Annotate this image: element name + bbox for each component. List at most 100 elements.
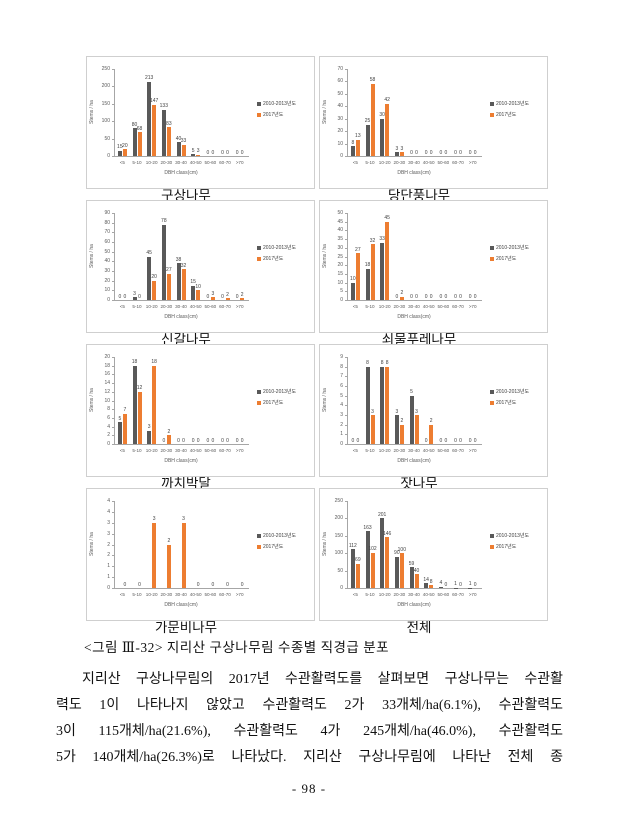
x-tick-label: 10-20 [378,448,391,453]
y-axis-line [114,357,115,444]
x-axis-line [347,444,482,445]
legend-label: 2010-2013년도 [496,389,530,395]
value-label-series2: 13 [355,133,361,140]
legend-label: 2017년도 [263,544,284,550]
y-tick-label: 50 [337,567,343,574]
y-tick-mark [345,213,347,214]
y-tick-mark [112,365,114,367]
value-label-series2: 2 [429,418,433,425]
x-tick-label: 5-10 [132,592,142,597]
x-tick-label: 40-50 [422,160,435,165]
y-axis-title: Stems / ha [89,244,95,269]
y-tick-mark [112,300,114,301]
x-tick-label: 60-70 [452,448,464,453]
y-tick-mark [112,121,114,123]
chart-cell-5: 0 1 2 3 4 5 6 7 8 9 Stems / ha DBH class(cm) 0 0 <5 8 3 5… [319,344,548,490]
legend-item-series1: 2010-2013년도 [257,245,313,251]
y-tick-label: 30 [337,244,343,251]
y-tick-mark [112,271,114,272]
bar-series2 [225,298,230,300]
y-tick-mark [112,577,114,579]
y-tick-mark [112,86,114,88]
y-axis-line [114,501,115,588]
bar-series2 [152,522,157,588]
y-tick-mark [112,444,114,445]
bar-series2 [370,244,375,300]
legend-label: 2017년도 [496,544,517,550]
bar-series2 [399,553,404,588]
bar-series1 [161,224,166,300]
x-tick-label: >70 [468,160,477,165]
value-label-series2: 0 [444,581,448,588]
bar-series1 [438,586,443,588]
value-label-series1: 3 [133,290,136,297]
y-tick-mark [112,522,114,524]
chart-당단풍나무: 0 10 20 30 40 50 60 70 Stems / ha DBH class(cm) 8 1… [319,56,548,189]
x-tick-label: 60-70 [219,304,231,309]
y-tick-mark [345,118,347,120]
x-tick-label: 50-60 [437,304,450,309]
legend-item-series2: 2017년도 [490,544,546,550]
chart-title: 전체 [406,620,432,635]
value-label-series2: 147 [149,98,159,105]
y-tick-label: 3 [340,412,343,418]
bar-series2 [385,366,390,444]
y-tick-mark [112,566,114,568]
y-tick-mark [345,434,347,436]
value-label-series2: 0 [429,293,433,300]
chart-cell-2: 0 10 20 30 40 50 60 70 80 90 Stems / ha DBH class(c… [86,200,315,346]
y-tick-mark [345,131,347,133]
value-label-series2: 2 [240,291,244,298]
x-tick-label: >70 [235,160,244,165]
value-label-series2: 0 [240,581,244,588]
bar-series2 [355,563,360,588]
value-label-series1: 3 [147,424,151,431]
bar-series1 [424,583,429,588]
bar-series2 [181,144,186,156]
x-axis-line [347,300,482,301]
bar-series1 [350,549,355,588]
value-label-series1: 0 [424,293,428,300]
x-tick-label: <5 [352,304,358,309]
y-tick-label: 45 [337,218,343,225]
y-tick-label: 2 [107,552,110,559]
value-label-series1: 80 [131,121,138,128]
y-tick-mark [112,242,114,243]
bar-series1 [380,518,385,588]
legend-label: 2010-2013년도 [263,533,297,539]
y-tick-label: 150 [334,532,343,539]
value-label-series1: 90 [394,550,400,557]
bar-series2 [429,585,434,588]
bar-series2 [385,537,390,588]
y-tick-mark [112,222,114,224]
value-label-series1: 0 [410,293,413,300]
bar-series2 [181,522,186,588]
x-tick-label: 5-10 [132,304,142,309]
y-tick-label: 100 [334,550,343,557]
legend-label: 2010-2013년도 [263,245,297,251]
x-tick-label: 50-60 [204,592,217,597]
y-tick-mark [345,156,347,157]
value-label-series2: 0 [459,581,462,588]
legend-item-series2: 2017년도 [257,112,313,118]
y-tick-label: 7 [340,373,343,380]
legend: 2010-2013년도 2017년도 [257,389,313,411]
y-tick-label: 200 [334,515,343,522]
legend-item-series1: 2010-2013년도 [490,389,546,395]
bar-series1 [365,366,370,444]
y-tick-mark [112,357,114,358]
y-tick-label: 18 [104,362,110,369]
value-label-series1: 0 [424,149,428,156]
y-tick-mark [112,588,114,589]
y-tick-mark [345,518,347,520]
y-tick-mark [112,417,114,419]
bar-series1 [117,422,122,444]
page-number: - 98 - [291,781,327,796]
y-tick-label: 20 [104,277,110,284]
y-axis-title: Stems / ha [89,100,95,125]
bar-series2 [181,269,186,300]
y-tick-mark [345,221,347,223]
value-label-series2: 3 [211,290,215,297]
value-label-series1: 5 [118,415,122,422]
y-tick-label: 3 [107,519,110,526]
